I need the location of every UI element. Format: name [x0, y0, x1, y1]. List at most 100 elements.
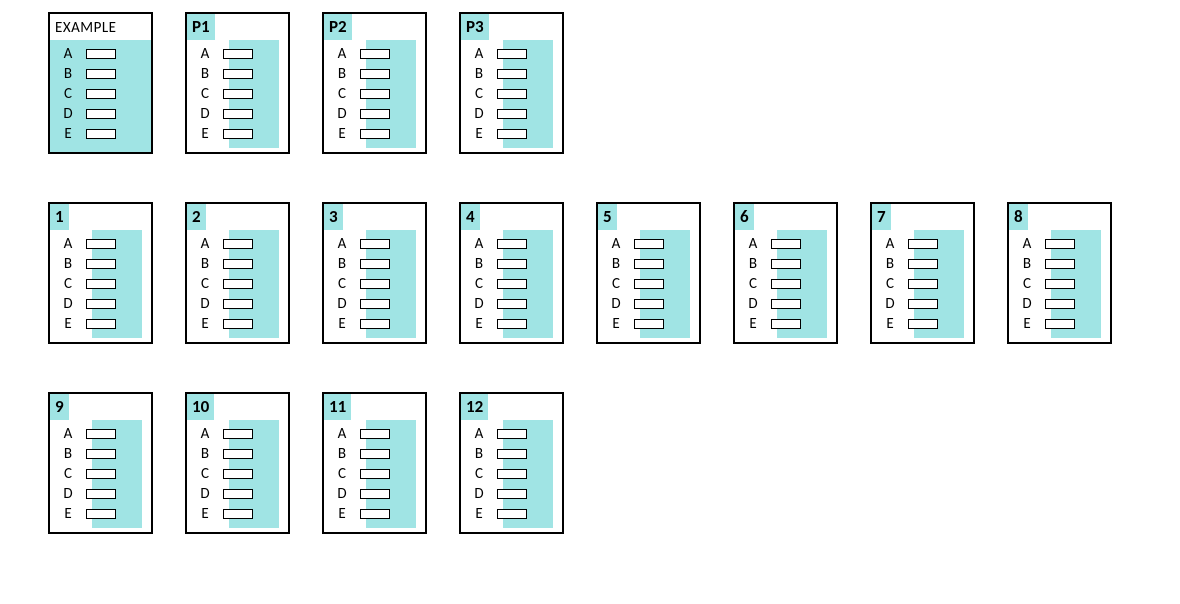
option-box[interactable]: [360, 299, 390, 309]
option-box[interactable]: [908, 259, 938, 269]
answer-card: P2ABCDE: [322, 12, 427, 154]
option-box[interactable]: [86, 509, 116, 519]
option-box[interactable]: [223, 509, 253, 519]
option-box[interactable]: [360, 469, 390, 479]
option-box[interactable]: [86, 239, 116, 249]
option-box[interactable]: [86, 109, 116, 119]
option-box[interactable]: [497, 489, 527, 499]
option-box[interactable]: [223, 239, 253, 249]
option-box[interactable]: [634, 239, 664, 249]
option-box[interactable]: [223, 69, 253, 79]
option-box[interactable]: [497, 129, 527, 139]
option-box[interactable]: [771, 299, 801, 309]
option-box[interactable]: [86, 449, 116, 459]
option-box[interactable]: [497, 319, 527, 329]
option-box[interactable]: [223, 449, 253, 459]
option-box[interactable]: [223, 259, 253, 269]
option-box[interactable]: [360, 69, 390, 79]
option-box[interactable]: [1045, 299, 1075, 309]
option-box[interactable]: [634, 319, 664, 329]
option-box[interactable]: [86, 129, 116, 139]
option-box[interactable]: [497, 299, 527, 309]
option-box[interactable]: [360, 449, 390, 459]
card-options: ABCDE: [324, 230, 425, 342]
option-box[interactable]: [360, 49, 390, 59]
option-box[interactable]: [86, 49, 116, 59]
option-box[interactable]: [497, 109, 527, 119]
option-box[interactable]: [86, 469, 116, 479]
option-box[interactable]: [223, 299, 253, 309]
option-box[interactable]: [360, 239, 390, 249]
option-box[interactable]: [634, 259, 664, 269]
option-label: C: [467, 85, 491, 103]
option-box[interactable]: [223, 469, 253, 479]
option-box[interactable]: [360, 509, 390, 519]
option-box[interactable]: [771, 259, 801, 269]
option-box[interactable]: [497, 239, 527, 249]
option-box[interactable]: [908, 319, 938, 329]
option-box[interactable]: [86, 69, 116, 79]
option-box[interactable]: [771, 319, 801, 329]
option-box[interactable]: [86, 89, 116, 99]
option-box[interactable]: [497, 429, 527, 439]
option-box[interactable]: [360, 489, 390, 499]
card-options: ABCDE: [1009, 230, 1110, 342]
card-options: ABCDE: [872, 230, 973, 342]
option-box[interactable]: [223, 429, 253, 439]
option-box[interactable]: [497, 49, 527, 59]
option-box-wrap: [902, 319, 944, 329]
option-box[interactable]: [223, 49, 253, 59]
option-box[interactable]: [908, 299, 938, 309]
option-box[interactable]: [86, 429, 116, 439]
option-box[interactable]: [86, 319, 116, 329]
option-box[interactable]: [497, 259, 527, 269]
card-label: 4: [461, 204, 480, 230]
option-box[interactable]: [360, 109, 390, 119]
option-label: A: [467, 235, 491, 253]
option-label: A: [741, 235, 765, 253]
card-options: ABCDE: [735, 230, 836, 342]
option-box[interactable]: [360, 89, 390, 99]
option-box[interactable]: [360, 429, 390, 439]
option-box[interactable]: [908, 239, 938, 249]
option-box[interactable]: [1045, 259, 1075, 269]
option-box[interactable]: [497, 509, 527, 519]
option-box[interactable]: [223, 279, 253, 289]
option-box[interactable]: [634, 279, 664, 289]
option-box-wrap: [902, 299, 944, 309]
option-box[interactable]: [771, 239, 801, 249]
option-box[interactable]: [223, 89, 253, 99]
option-box[interactable]: [86, 489, 116, 499]
option-box[interactable]: [771, 279, 801, 289]
option-box[interactable]: [360, 279, 390, 289]
option-box[interactable]: [360, 259, 390, 269]
answer-card: 2ABCDE: [185, 202, 290, 344]
option-box[interactable]: [497, 449, 527, 459]
option-box[interactable]: [223, 489, 253, 499]
option-box[interactable]: [634, 299, 664, 309]
option-box[interactable]: [360, 319, 390, 329]
option-label: E: [193, 315, 217, 333]
option-box[interactable]: [1045, 279, 1075, 289]
option-box[interactable]: [497, 469, 527, 479]
option-box[interactable]: [86, 259, 116, 269]
option-box[interactable]: [223, 109, 253, 119]
option-box[interactable]: [1045, 239, 1075, 249]
option-box[interactable]: [497, 89, 527, 99]
option-box[interactable]: [223, 319, 253, 329]
option-box[interactable]: [360, 129, 390, 139]
option-box[interactable]: [86, 299, 116, 309]
option-label: E: [193, 505, 217, 523]
option-box-wrap: [491, 279, 533, 289]
option-box[interactable]: [223, 129, 253, 139]
option-box[interactable]: [86, 279, 116, 289]
option-box[interactable]: [497, 279, 527, 289]
option-label: A: [330, 235, 354, 253]
option-box-wrap: [354, 129, 396, 139]
option-box[interactable]: [1045, 319, 1075, 329]
answer-card: 1ABCDE: [48, 202, 153, 344]
card-header: 3: [324, 204, 425, 230]
card-header: 11: [324, 394, 425, 420]
option-box[interactable]: [908, 279, 938, 289]
option-box[interactable]: [497, 69, 527, 79]
